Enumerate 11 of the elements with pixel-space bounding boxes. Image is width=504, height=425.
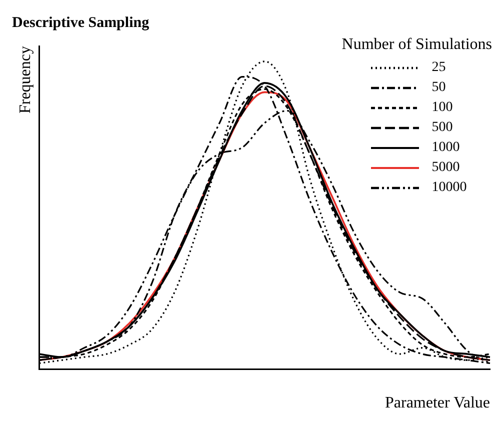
- legend-label: 500: [432, 120, 453, 136]
- legend-label: 50: [432, 80, 446, 96]
- legend-title: Number of Simulations: [342, 36, 492, 54]
- legend-label: 10000: [432, 180, 467, 196]
- y-axis-title: Frequency: [16, 46, 34, 114]
- legend-label: 25: [432, 60, 446, 76]
- chart-title: Descriptive Sampling: [12, 14, 150, 31]
- legend-label: 1000: [432, 140, 460, 156]
- legend-label: 5000: [432, 160, 460, 176]
- legend-label: 100: [432, 100, 453, 116]
- x-axis-title: Parameter Value: [385, 394, 490, 412]
